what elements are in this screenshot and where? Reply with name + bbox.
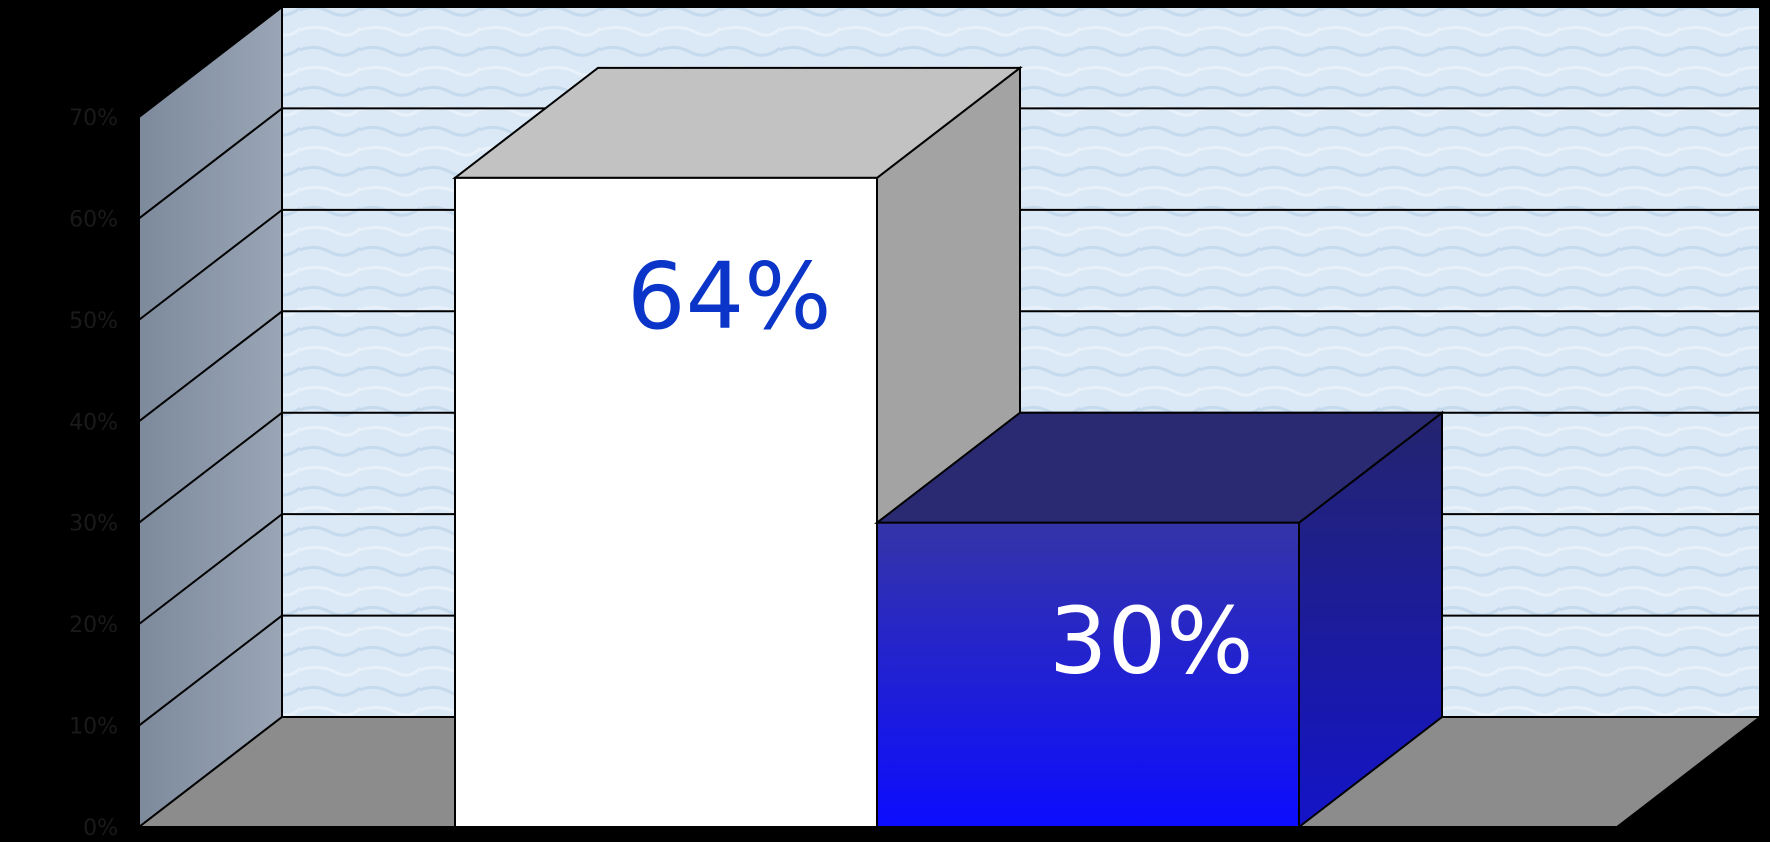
y-tick-label: 10% <box>69 715 118 740</box>
y-tick-label: 40% <box>69 410 118 435</box>
gridline-side <box>138 6 283 118</box>
gridline-side <box>138 310 283 423</box>
gridline-side <box>138 513 283 625</box>
data-label: 64% <box>627 243 831 350</box>
y-tick-label: 20% <box>69 613 118 638</box>
gridline-side <box>138 107 283 220</box>
bar-2 <box>874 410 1445 830</box>
data-labels: 64% 30% <box>627 243 1253 695</box>
y-axis-tick-labels: 0% 10% 20% 30% 40% 50% 60% 70% <box>69 106 118 841</box>
y-tick-label: 60% <box>69 207 118 232</box>
y-tick-label: 0% <box>83 816 118 841</box>
gridline-side <box>138 411 283 524</box>
y-tick-label: 50% <box>69 309 118 334</box>
gridline-side <box>138 209 283 321</box>
bar-front <box>454 176 878 829</box>
data-label: 30% <box>1049 588 1253 695</box>
side-wall <box>138 4 283 830</box>
gridline-side <box>138 614 283 727</box>
y-tick-label: 30% <box>69 512 118 537</box>
y-tick-label: 70% <box>69 106 118 131</box>
bars <box>452 65 1445 830</box>
bar-front <box>876 521 1300 828</box>
